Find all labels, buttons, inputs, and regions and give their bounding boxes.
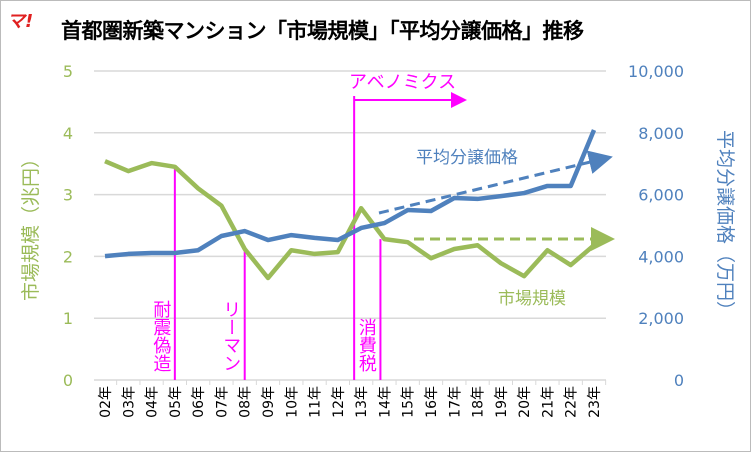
left-tick-label: 4: [63, 124, 73, 143]
right-tick-label: 10,000: [628, 62, 684, 81]
x-tick-label: 17年: [447, 386, 463, 418]
price-trend-arrow: [378, 150, 613, 215]
right-tick-label: 2,000: [638, 309, 684, 328]
x-tick-label: 22年: [564, 386, 580, 418]
x-tick-label: 12年: [331, 386, 347, 418]
right-tick-label: 4,000: [638, 247, 684, 266]
right-tick-label: 0: [674, 371, 684, 390]
x-tick-label: 03年: [121, 386, 137, 418]
x-tick-label: 18年: [471, 386, 487, 418]
chart-title: 首都圏新築マンション「市場規模」「平均分譲価格」推移: [61, 19, 584, 43]
x-tick-label: 04年: [145, 386, 161, 418]
x-tick-label: 20年: [517, 386, 533, 418]
left-tick-label: 0: [63, 371, 73, 390]
x-tick-label: 13年: [354, 386, 370, 418]
left-tick-label: 1: [63, 309, 73, 328]
x-tick-label: 07年: [214, 386, 230, 418]
x-tick-label: 14年: [377, 386, 393, 418]
x-tick-label: 23年: [587, 386, 603, 418]
legend-price: 平均分譲価格: [416, 148, 518, 168]
x-tick-label: 06年: [191, 386, 207, 418]
x-tick-label: 02年: [98, 386, 114, 418]
x-tick-label: 09年: [261, 386, 277, 418]
abenomics-label: アベノミクス: [349, 72, 456, 93]
x-tick-label: 21年: [540, 386, 556, 418]
legend-market: 市場規模: [498, 289, 566, 309]
logo: マ!: [7, 11, 34, 32]
series-line-left: [104, 159, 596, 281]
series-line-right: [104, 129, 597, 259]
left-tick-label: 5: [63, 62, 73, 81]
event-label: 耐震偽造: [150, 300, 171, 372]
x-tick-label: 16年: [424, 386, 440, 418]
x-tick-label: 08年: [238, 386, 254, 418]
x-tick-label: 05年: [168, 386, 184, 418]
left-axis-title: 市場規模（兆円）: [20, 149, 42, 301]
x-tick-label: 11年: [308, 386, 324, 418]
x-tick-label: 10年: [284, 386, 300, 418]
event-label: 消費税: [356, 318, 377, 372]
right-axis-title: 平均分譲価格（万円）: [714, 130, 736, 320]
right-tick-label: 8,000: [638, 124, 684, 143]
left-tick-label: 3: [63, 186, 73, 205]
left-tick-label: 2: [63, 247, 73, 266]
x-tick-label: 19年: [494, 386, 510, 418]
right-tick-label: 6,000: [638, 186, 684, 205]
x-tick-label: 15年: [401, 386, 417, 418]
event-label: リーマン: [220, 300, 241, 372]
